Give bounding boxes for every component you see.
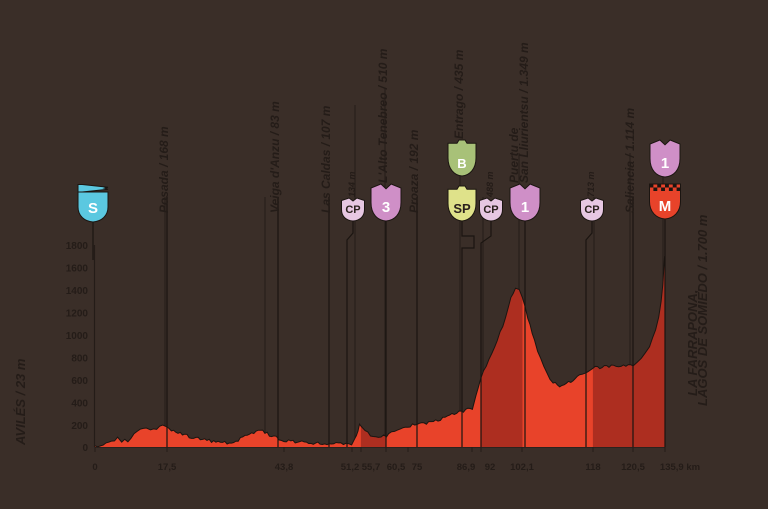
svg-text:1200: 1200 — [66, 309, 89, 320]
svg-text:51,2: 51,2 — [341, 462, 360, 473]
svg-text:135,9 km: 135,9 km — [660, 462, 700, 473]
svg-text:SP: SP — [453, 201, 471, 216]
svg-text:60,5: 60,5 — [387, 462, 406, 473]
svg-text:1: 1 — [521, 199, 529, 216]
svg-text:CP: CP — [483, 204, 498, 216]
svg-text:0: 0 — [92, 462, 97, 473]
svg-text:1: 1 — [661, 155, 669, 172]
svg-text:120,5: 120,5 — [621, 462, 645, 473]
svg-text:B: B — [457, 156, 466, 171]
svg-text:M: M — [659, 198, 672, 215]
svg-text:75: 75 — [412, 462, 423, 473]
svg-text:92: 92 — [485, 462, 496, 473]
svg-text:55,7: 55,7 — [362, 462, 381, 473]
svg-text:102,1: 102,1 — [510, 462, 534, 473]
svg-text:118: 118 — [585, 462, 600, 473]
svg-text:17,5: 17,5 — [158, 462, 177, 473]
svg-text:600: 600 — [71, 376, 88, 387]
svg-text:1800: 1800 — [66, 241, 89, 252]
svg-text:86,9: 86,9 — [457, 462, 476, 473]
svg-text:S: S — [88, 200, 98, 217]
svg-text:3: 3 — [382, 199, 390, 216]
svg-text:400: 400 — [71, 399, 88, 410]
svg-text:200: 200 — [71, 421, 88, 432]
svg-text:CP: CP — [584, 204, 599, 216]
svg-text:1400: 1400 — [66, 286, 89, 297]
svg-text:CP: CP — [345, 204, 360, 216]
svg-text:800: 800 — [71, 354, 88, 365]
svg-text:1600: 1600 — [66, 264, 89, 275]
svg-text:1000: 1000 — [66, 331, 89, 342]
svg-text:0: 0 — [82, 443, 88, 454]
svg-text:43,8: 43,8 — [275, 462, 294, 473]
